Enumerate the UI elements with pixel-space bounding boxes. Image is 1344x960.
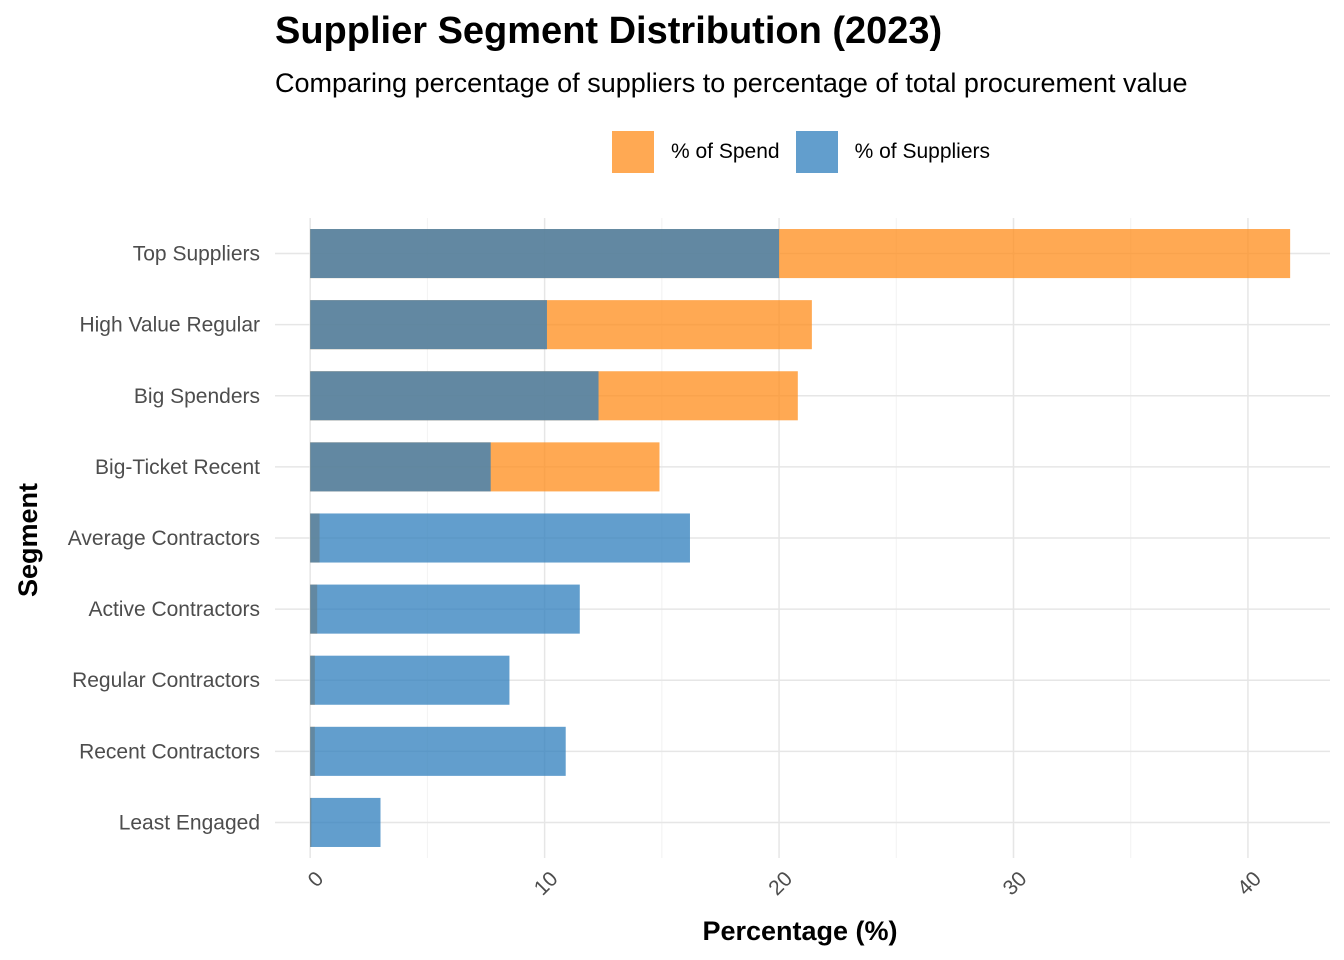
chart-title: Supplier Segment Distribution (2023) — [275, 10, 943, 52]
bar-suppliers-4 — [310, 513, 690, 563]
x-tick-label: 10 — [530, 867, 563, 900]
bar-layer — [310, 229, 1291, 847]
legend-label-suppliers: % of Suppliers — [854, 140, 990, 163]
legend: % of Spend % of Suppliers — [612, 131, 1006, 173]
legend-swatch-suppliers — [795, 131, 838, 173]
y-tick-label: Active Contractors — [88, 598, 260, 621]
bar-suppliers-2 — [310, 371, 599, 421]
legend-label-spend: % of Spend — [671, 140, 780, 163]
bar-suppliers-6 — [310, 655, 510, 705]
bar-suppliers-5 — [310, 584, 580, 634]
y-tick-label: Top Suppliers — [133, 243, 260, 266]
y-tick-label: Big-Ticket Recent — [95, 456, 260, 479]
x-tick-labels: 0 10 20 30 40 — [304, 867, 1266, 900]
x-tick-label: 30 — [999, 867, 1032, 900]
bar-suppliers-3 — [310, 442, 491, 492]
bar-suppliers-7 — [310, 726, 566, 776]
y-tick-label: Recent Contractors — [79, 740, 260, 763]
y-tick-label: Big Spenders — [134, 385, 260, 408]
legend-swatch-spend — [612, 131, 654, 173]
chart-subtitle: Comparing percentage of suppliers to per… — [275, 68, 1188, 98]
y-axis-title: Segment — [13, 483, 43, 597]
bar-suppliers-8 — [310, 797, 381, 847]
x-tick-label: 40 — [1233, 867, 1266, 900]
y-tick-label: Least Engaged — [119, 811, 260, 834]
x-tick-label: 20 — [764, 867, 797, 900]
bar-suppliers-0 — [310, 229, 780, 279]
x-tick-label: 0 — [304, 867, 329, 892]
legend-item-suppliers: % of Suppliers — [795, 131, 990, 173]
x-axis-title: Percentage (%) — [702, 916, 897, 946]
y-tick-label: High Value Regular — [79, 314, 260, 337]
y-tick-label: Average Contractors — [68, 527, 260, 550]
bar-suppliers-1 — [310, 300, 547, 350]
legend-item-spend: % of Spend — [612, 131, 780, 173]
y-tick-label: Regular Contractors — [72, 669, 260, 692]
y-tick-labels: Top Suppliers High Value Regular Big Spend… — [68, 243, 260, 835]
